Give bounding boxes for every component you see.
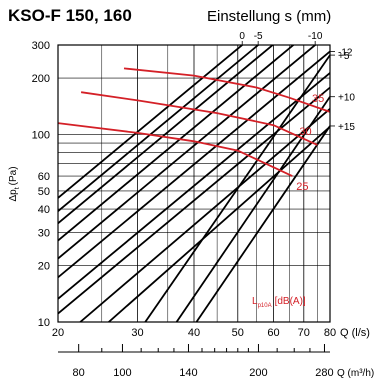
setting-line: [58, 72, 330, 300]
y-tick-label: 60: [38, 171, 50, 183]
y-axis-ticks: 10 20 30 40 50 60 100 200 300: [32, 40, 50, 329]
y-axis-label-sub: t: [14, 187, 21, 189]
x-tick-label: 30: [131, 327, 143, 339]
sound-level-curves: 35 30 25: [57, 67, 331, 193]
y-axis-label-main: Δp: [8, 189, 19, 202]
x-tick-label: 70: [298, 327, 310, 339]
sound-level-label-sub: p10A: [258, 303, 272, 309]
page-title: KSO-F 150, 160: [8, 6, 132, 25]
secondary-tick-label: 280: [315, 367, 333, 379]
y-tick-label: 20: [38, 261, 50, 273]
setting-line: [58, 45, 275, 224]
setting-line: [175, 96, 330, 322]
secondary-x-axis: 80 100 140 200 280: [58, 344, 334, 379]
sound-curve: [123, 67, 331, 113]
sound-level-label-unit: [dB(A)]: [275, 296, 306, 307]
y-axis-label: Δpt (Pa): [8, 166, 21, 201]
x-axis-ticks: 20 30 40 50 60 70 80: [52, 327, 336, 339]
secondary-tick-label: 100: [113, 367, 131, 379]
sound-level-label: Lp10A [dB(A)]: [252, 296, 306, 309]
setting-line: [79, 108, 330, 322]
sound-curve-label: 30: [299, 126, 311, 138]
x-axis-label: Q (l/s): [340, 327, 370, 339]
y-tick-label: 50: [38, 186, 50, 198]
setting-label: 0: [239, 31, 245, 42]
setting-line: [195, 125, 330, 322]
y-tick-label: 30: [38, 228, 50, 240]
setting-line: [58, 45, 244, 199]
setting-line: [58, 45, 317, 260]
setting-labels: -12 -10 -5 0 +5 +10 +15: [239, 31, 355, 133]
x-tick-label: 80: [324, 327, 336, 339]
y-axis-label-unit: (Pa): [8, 166, 19, 185]
y-tick-label: 10: [38, 317, 50, 329]
secondary-tick-label: 80: [73, 367, 85, 379]
x-tick-label: 50: [232, 327, 244, 339]
y-tick-label: 200: [32, 73, 50, 85]
setting-label: -5: [254, 31, 263, 42]
setting-label: -10: [308, 31, 323, 42]
setting-line: [58, 50, 330, 279]
y-tick-label: 100: [32, 129, 50, 141]
setting-line: [58, 86, 330, 315]
setting-label: +15: [338, 122, 355, 133]
setting-label: -12: [338, 47, 353, 58]
y-tick-label: 300: [32, 40, 50, 52]
setting-line: [58, 45, 295, 242]
sound-level-label-main: L: [252, 296, 258, 307]
y-tick-label: 40: [38, 204, 50, 216]
secondary-x-axis-label: Q (m³/h): [337, 368, 374, 379]
setting-label: +5: [338, 51, 350, 62]
sound-curve-label: 35: [312, 93, 324, 105]
x-tick-label: 40: [188, 327, 200, 339]
setting-line: [108, 126, 330, 322]
sound-curve: [57, 122, 293, 177]
sound-curve-label: 25: [296, 181, 308, 193]
sound-curve: [80, 91, 318, 146]
setting-axis-title: Einstellung s (mm): [207, 8, 332, 25]
secondary-tick-label: 140: [179, 367, 197, 379]
plot-frame: [57, 44, 331, 323]
x-tick-label: 60: [267, 327, 279, 339]
secondary-tick-label: 200: [249, 367, 267, 379]
x-tick-label: 20: [52, 327, 64, 339]
setting-label: +10: [338, 93, 355, 104]
setting-lines: [58, 45, 330, 322]
setting-line: [58, 45, 260, 212]
